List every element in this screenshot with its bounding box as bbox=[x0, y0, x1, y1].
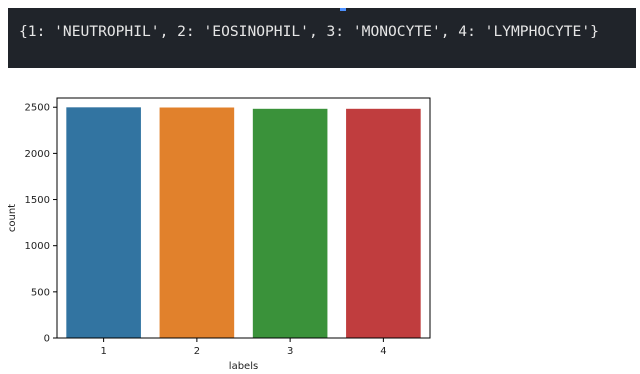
scroll-indicator bbox=[340, 8, 346, 11]
cell-output: {1: 'NEUTROPHIL', 2: 'EOSINOPHIL', 3: 'M… bbox=[8, 8, 636, 68]
bar-3 bbox=[252, 108, 328, 338]
bar-2 bbox=[159, 107, 235, 338]
x-axis-label: labels bbox=[229, 361, 258, 372]
x-tick-label: 3 bbox=[287, 346, 293, 357]
bars bbox=[66, 107, 421, 338]
y-tick-label: 1500 bbox=[25, 195, 50, 206]
bar-1 bbox=[66, 107, 141, 338]
output-text: {1: 'NEUTROPHIL', 2: 'EOSINOPHIL', 3: 'M… bbox=[19, 23, 599, 40]
bar-4 bbox=[346, 108, 421, 338]
x-tick-label: 4 bbox=[380, 346, 386, 357]
axis-ticks: 1 2 3 4 0 500 1000 1500 2000 2500 bbox=[25, 103, 387, 357]
plot-frame bbox=[56, 97, 431, 339]
y-tick-label: 500 bbox=[31, 287, 50, 298]
y-tick-label: 0 bbox=[44, 334, 50, 345]
x-tick-label: 2 bbox=[194, 346, 200, 357]
y-tick-label: 2500 bbox=[25, 103, 50, 114]
y-tick-label: 1000 bbox=[25, 241, 50, 252]
y-axis-label: count bbox=[7, 204, 18, 232]
y-tick-label: 2000 bbox=[25, 149, 50, 160]
x-tick-label: 1 bbox=[100, 346, 106, 357]
